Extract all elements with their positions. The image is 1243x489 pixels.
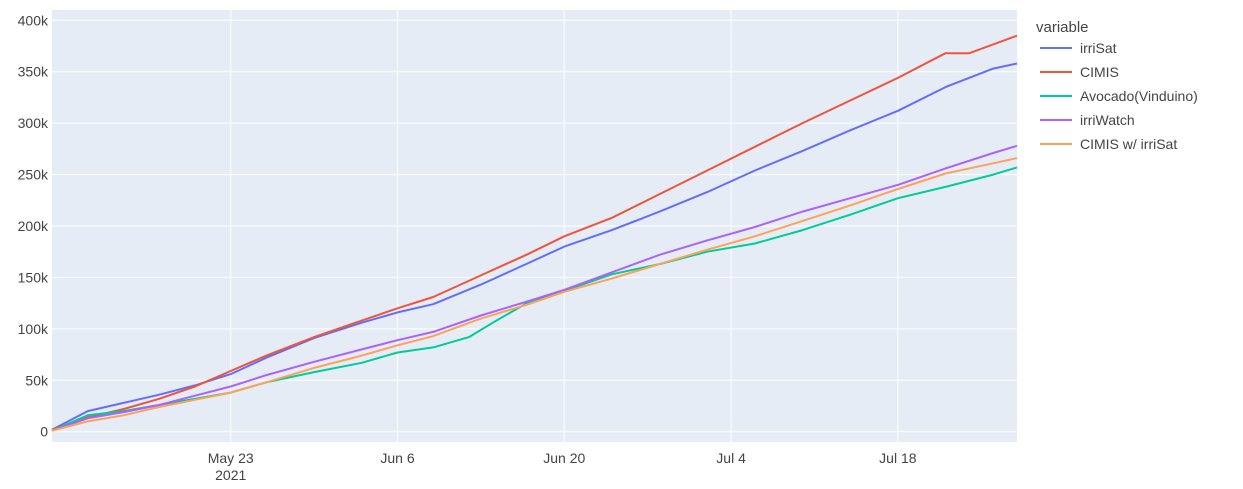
y-tick-label: 0 [40,424,48,440]
x-tick-label: May 23 [208,450,254,466]
legend-label: irriWatch [1080,112,1135,128]
legend-item[interactable]: irriSat [1040,40,1117,56]
y-tick-label: 300k [18,115,49,131]
y-tick-label: 400k [18,12,49,28]
y-tick-label: 250k [18,167,49,183]
x-tick-sublabel: 2021 [215,467,246,483]
x-tick-label: Jul 4 [716,450,746,466]
legend-item[interactable]: CIMIS w/ irriSat [1040,136,1177,152]
legend[interactable]: variable irriSat CIMIS Avocado(Vinduino) ir… [1036,19,1198,152]
legend-label: CIMIS w/ irriSat [1080,136,1177,152]
series-line-0[interactable] [51,62,1018,431]
grid-lines [52,10,1017,442]
y-tick-label: 100k [18,321,49,337]
y-tick-label: 50k [25,372,49,388]
x-tick-label: Jun 6 [380,450,414,466]
y-tick-label: 150k [18,269,49,285]
legend-label: CIMIS [1080,64,1119,80]
legend-item[interactable]: CIMIS [1040,64,1119,80]
y-tick-label: 200k [18,218,49,234]
series-line-4[interactable] [51,157,1018,432]
series-lines [51,34,1018,432]
legend-item[interactable]: irriWatch [1040,112,1135,128]
x-tick-label: Jul 18 [879,450,917,466]
y-axis-ticks: 0 50k 100k 150k 200k 250k 300k 350k 400k [18,12,49,439]
y-tick-label: 350k [18,64,49,80]
legend-item[interactable]: Avocado(Vinduino) [1040,88,1198,104]
x-tick-label: Jun 20 [543,450,585,466]
legend-label: irriSat [1080,40,1117,56]
series-line-3[interactable] [51,144,1018,432]
legend-label: Avocado(Vinduino) [1080,88,1198,104]
legend-title: variable [1036,19,1089,36]
series-line-1[interactable] [51,34,1018,431]
